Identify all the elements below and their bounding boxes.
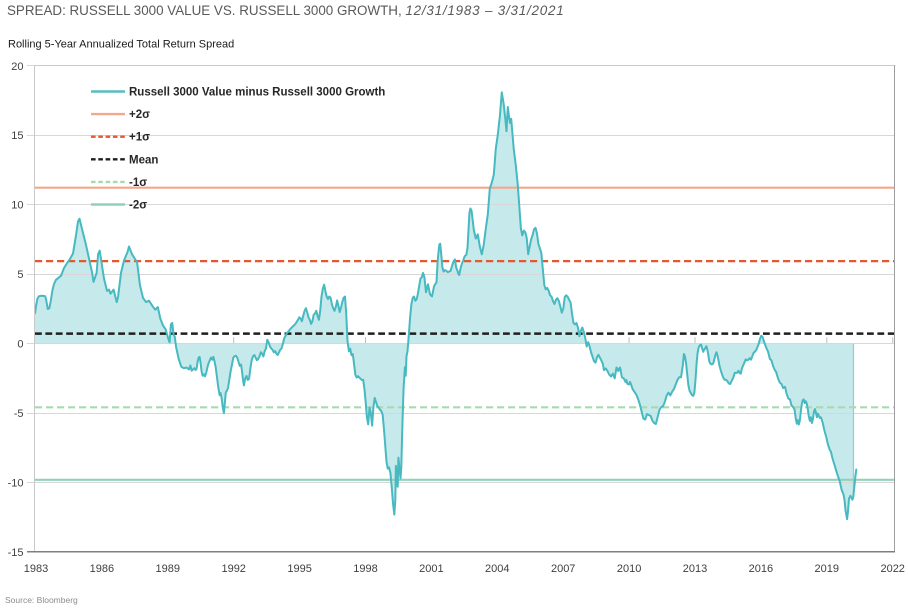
svg-text:1995: 1995 [287, 563, 311, 575]
svg-text:-1σ: -1σ [129, 177, 147, 189]
svg-text:5: 5 [17, 269, 23, 281]
svg-text:2013: 2013 [683, 563, 707, 575]
svg-text:2004: 2004 [485, 563, 509, 575]
svg-text:10: 10 [11, 200, 23, 212]
svg-text:+2σ: +2σ [129, 109, 150, 121]
svg-text:-5: -5 [14, 408, 24, 420]
svg-text:-2σ: -2σ [129, 200, 147, 212]
svg-text:2019: 2019 [815, 563, 839, 575]
svg-text:+1σ: +1σ [129, 132, 150, 144]
svg-text:Russell 3000 Value minus Russe: Russell 3000 Value minus Russell 3000 Gr… [129, 87, 385, 99]
svg-text:1986: 1986 [90, 563, 114, 575]
svg-text:1992: 1992 [221, 563, 245, 575]
svg-text:2022: 2022 [880, 563, 904, 575]
svg-text:0: 0 [17, 339, 23, 351]
svg-text:-10: -10 [8, 477, 24, 489]
svg-text:Rolling 5-Year Annualized Tota: Rolling 5-Year Annualized Total Return S… [8, 39, 234, 51]
svg-text:20: 20 [11, 61, 23, 73]
svg-text:15: 15 [11, 130, 23, 142]
svg-text:Source: Bloomberg: Source: Bloomberg [5, 595, 78, 605]
svg-text:2016: 2016 [749, 563, 773, 575]
svg-text:Mean: Mean [129, 154, 158, 166]
svg-text:2010: 2010 [617, 563, 641, 575]
svg-text:1989: 1989 [156, 563, 180, 575]
svg-text:SPREAD: RUSSELL 3000 VALUE VS.: SPREAD: RUSSELL 3000 VALUE VS. RUSSELL 3… [7, 3, 564, 18]
svg-text:2007: 2007 [551, 563, 575, 575]
svg-text:1998: 1998 [353, 563, 377, 575]
svg-text:1983: 1983 [24, 563, 48, 575]
svg-text:2001: 2001 [419, 563, 443, 575]
svg-text:-15: -15 [8, 547, 24, 559]
